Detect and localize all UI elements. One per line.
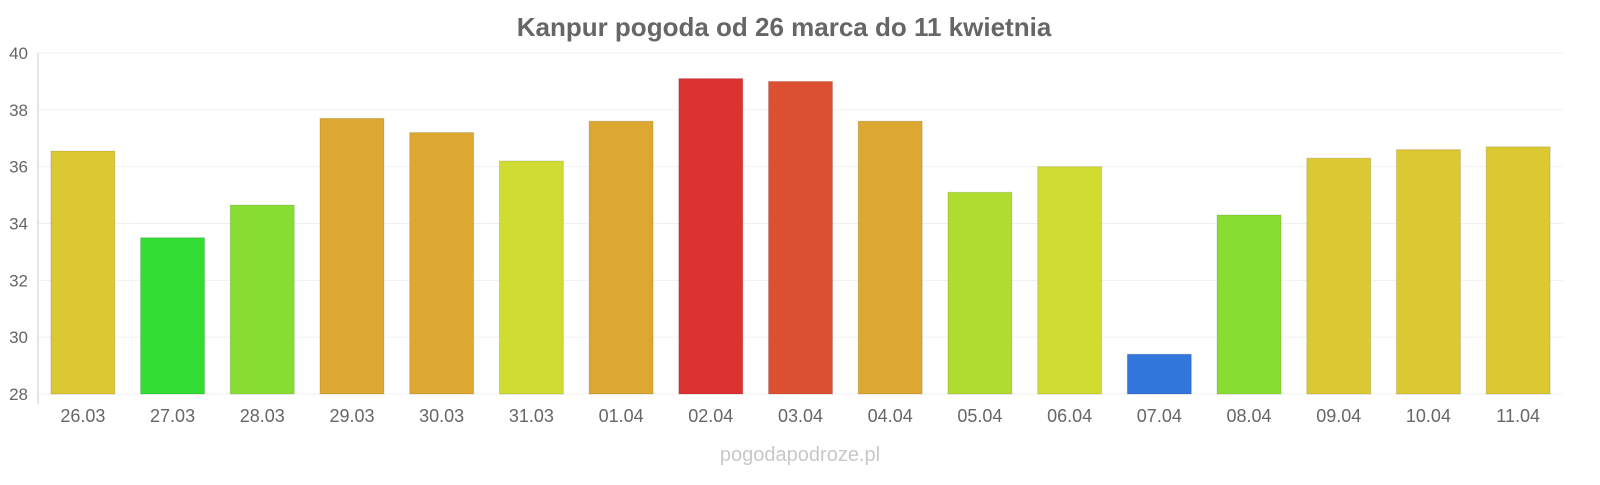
chart-title: Kanpur pogoda od 26 marca do 11 kwietnia (517, 12, 1052, 42)
x-tick-label: 27.03 (150, 406, 195, 426)
bar-02.04[interactable] (678, 78, 744, 395)
bar-31.03[interactable] (498, 160, 564, 395)
bar-29.03[interactable] (319, 117, 385, 395)
y-tick-label: 32 (9, 271, 28, 290)
x-tick-label: 02.04 (688, 406, 733, 426)
watermark: pogodapodroze.pl (720, 444, 880, 466)
x-tick-label: 09.04 (1316, 406, 1361, 426)
x-tick-label: 30.03 (419, 406, 464, 426)
bar-05.04[interactable] (947, 191, 1013, 395)
y-tick-label: 30 (9, 328, 28, 347)
bar-03.04[interactable] (768, 80, 833, 395)
bar-06.04[interactable] (1037, 166, 1103, 395)
x-tick-label: 06.04 (1047, 406, 1092, 426)
y-tick-label: 36 (9, 158, 28, 177)
y-tick-label: 40 (9, 44, 28, 63)
y-tick-label: 28 (9, 385, 28, 404)
bar-11.04[interactable] (1485, 146, 1551, 395)
x-tick-label: 03.04 (778, 406, 823, 426)
bar-28.03[interactable] (229, 204, 295, 395)
bar-08.04[interactable] (1216, 214, 1282, 395)
x-tick-label: 10.04 (1406, 406, 1451, 426)
x-tick-label: 31.03 (509, 406, 554, 426)
x-tick-label: 26.03 (60, 406, 105, 426)
bar-10.04[interactable] (1395, 149, 1461, 395)
bar-04.04[interactable] (857, 120, 923, 395)
bar-07.04[interactable] (1126, 353, 1192, 395)
x-tick-label: 28.03 (240, 406, 285, 426)
x-tick-label: 04.04 (868, 406, 913, 426)
y-tick-label: 34 (9, 215, 28, 234)
bar-09.04[interactable] (1306, 157, 1372, 395)
x-tick-label: 07.04 (1137, 406, 1182, 426)
bar-30.03[interactable] (409, 132, 475, 395)
x-tick-label: 05.04 (957, 406, 1002, 426)
x-tick-label: 11.04 (1496, 406, 1540, 426)
bar-01.04[interactable] (588, 120, 654, 395)
x-tick-label: 29.03 (329, 406, 374, 426)
y-tick-label: 38 (9, 101, 28, 120)
x-tick-label: 08.04 (1227, 406, 1272, 426)
x-tick-label: 01.04 (599, 406, 644, 426)
bar-27.03[interactable] (140, 237, 206, 395)
bar-26.03[interactable] (50, 150, 116, 395)
